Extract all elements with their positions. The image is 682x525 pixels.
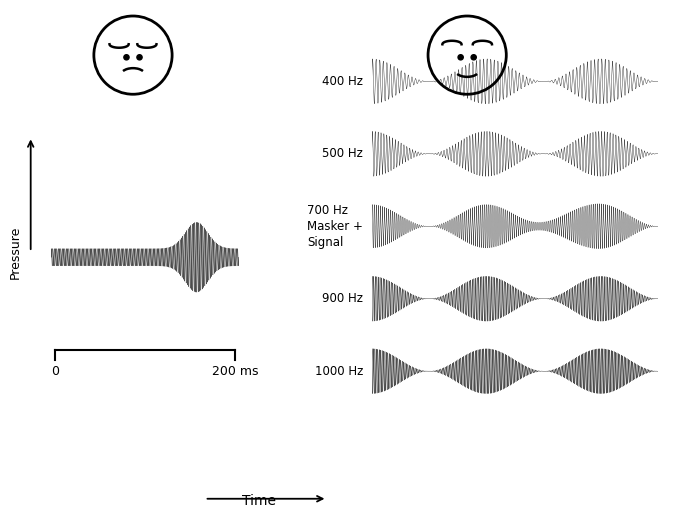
Text: Pressure: Pressure: [8, 225, 22, 279]
Circle shape: [137, 55, 142, 60]
Text: Time: Time: [242, 495, 276, 508]
Text: 500 Hz: 500 Hz: [322, 148, 363, 160]
Text: 1000 Hz: 1000 Hz: [314, 365, 363, 377]
Circle shape: [471, 55, 476, 60]
Text: 700 Hz
Masker +
Signal: 700 Hz Masker + Signal: [307, 204, 363, 249]
Text: 0: 0: [51, 365, 59, 378]
Text: 900 Hz: 900 Hz: [322, 292, 363, 305]
Circle shape: [458, 55, 463, 60]
Text: 400 Hz: 400 Hz: [322, 75, 363, 88]
Circle shape: [124, 55, 129, 60]
Text: 200 ms: 200 ms: [211, 365, 258, 378]
